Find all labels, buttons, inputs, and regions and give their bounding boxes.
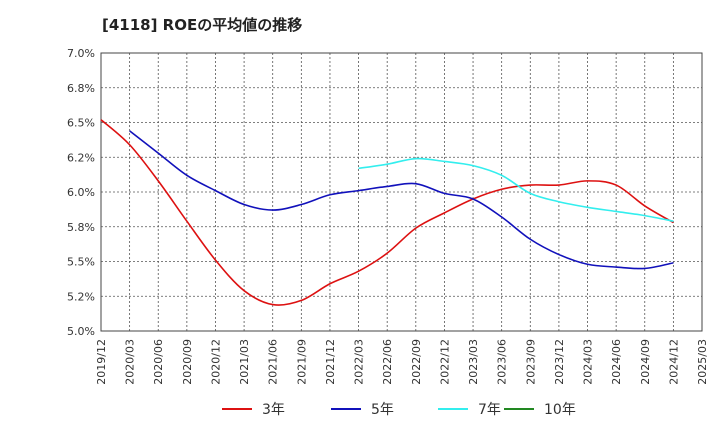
x-tick-label: 2022/09: [410, 339, 423, 385]
x-tick-label: 2025/03: [696, 339, 709, 385]
plot-border: [100, 52, 703, 332]
x-tick-label: 2023/03: [467, 339, 480, 385]
y-tick-label: 5.2%: [67, 290, 95, 303]
x-tick-label: 2023/12: [553, 339, 566, 385]
y-tick-label: 6.0%: [67, 186, 95, 199]
x-tick-label: 2024/03: [582, 339, 595, 385]
y-tick-label: 7.0%: [67, 47, 95, 60]
x-tick-label: 2022/12: [438, 339, 451, 385]
x-tick-label: 2021/09: [295, 339, 308, 385]
y-tick-label: 5.5%: [67, 256, 95, 269]
x-tick-label: 2019/12: [95, 339, 108, 385]
legend-label: 3年: [262, 402, 285, 418]
x-tick-label: 2022/03: [353, 339, 366, 385]
x-tick-label: 2021/06: [267, 339, 280, 385]
legend-label: 5年: [371, 402, 394, 418]
legend-label: 7年: [478, 402, 501, 418]
y-tick-label: 6.2%: [67, 151, 95, 164]
series-line-2: [129, 130, 674, 270]
x-tick-label: 2021/03: [238, 339, 251, 385]
x-tick-label: 2024/12: [667, 339, 680, 385]
legend-label: 10年: [544, 402, 576, 418]
x-tick-label: 2022/06: [381, 339, 394, 385]
x-tick-label: 2020/03: [124, 339, 137, 385]
chart-title: [4118] ROEの平均値の推移: [102, 16, 303, 34]
x-tick-label: 2021/12: [324, 339, 337, 385]
y-tick-label: 6.5%: [67, 117, 95, 130]
y-tick-label: 6.8%: [67, 82, 95, 95]
x-tick-label: 2020/09: [181, 339, 194, 385]
x-tick-label: 2024/09: [639, 339, 652, 385]
series-line-1: [100, 119, 674, 306]
x-tick-label: 2024/06: [610, 339, 623, 385]
x-tick-label: 2020/06: [152, 339, 165, 385]
series-line-3: [358, 157, 674, 222]
x-tick-label: 2020/12: [209, 339, 222, 385]
x-tick-label: 2023/06: [496, 339, 509, 385]
x-tick-label: 2023/09: [524, 339, 537, 385]
y-tick-label: 5.0%: [67, 325, 95, 338]
y-tick-label: 5.8%: [67, 221, 95, 234]
